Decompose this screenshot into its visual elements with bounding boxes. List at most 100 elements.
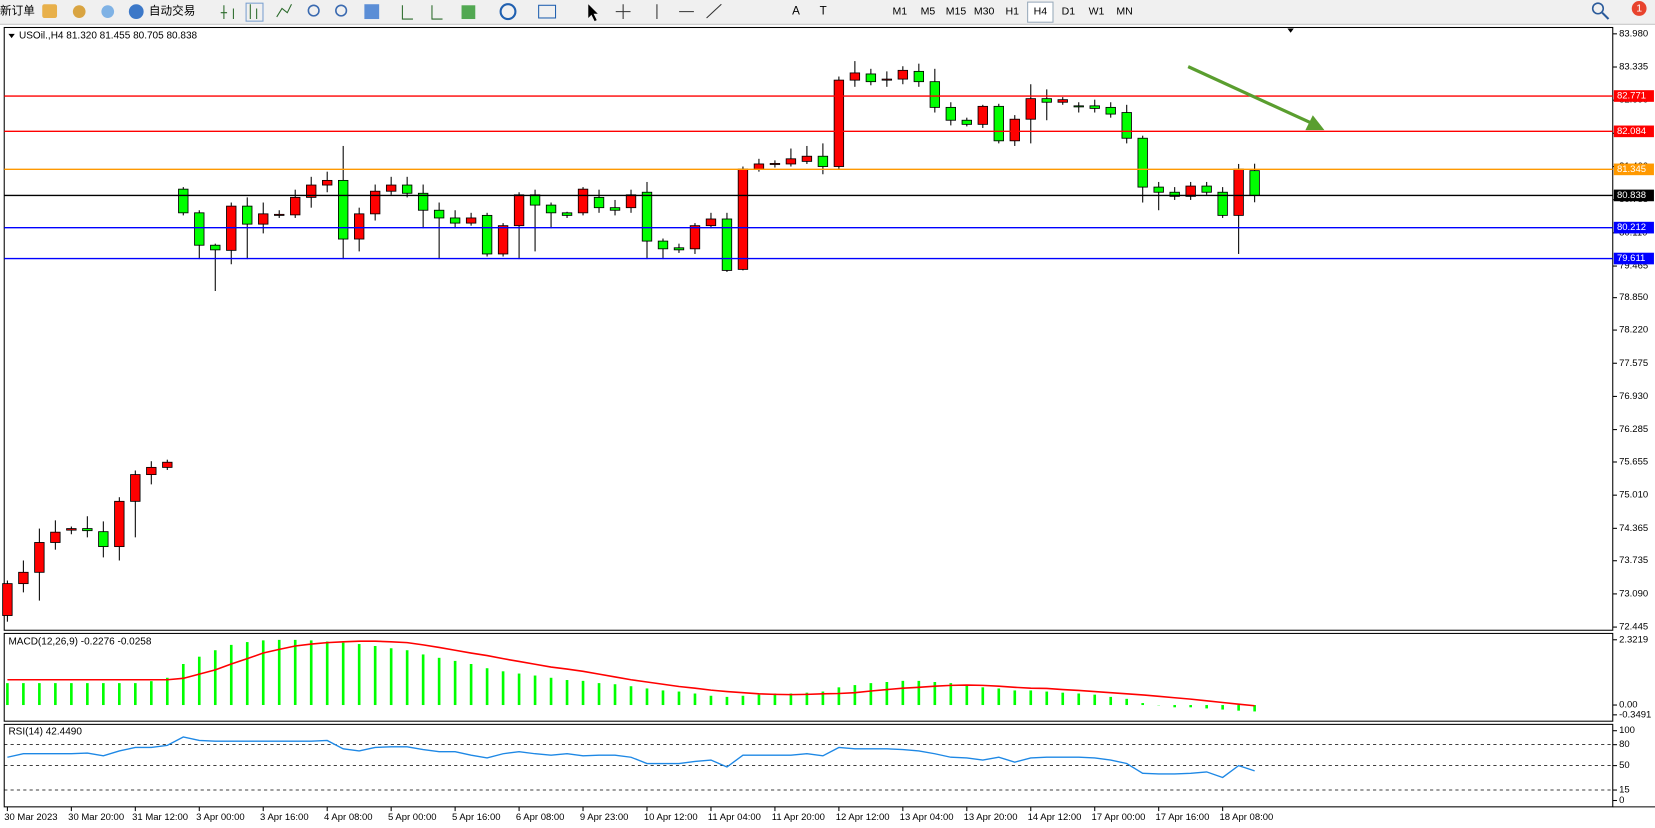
icon[interactable] xyxy=(42,4,58,18)
candle-body xyxy=(130,474,141,502)
icon[interactable] xyxy=(101,5,115,18)
main-chart-title: USOil.,H4 81.320 81.455 80.705 80.838 xyxy=(19,31,198,42)
plot-layer: 83.98083.33582.69082.04581.40080.75580.1… xyxy=(2,28,1654,823)
y-tick-label: 15 xyxy=(1619,785,1630,796)
cursor-icon[interactable] xyxy=(588,4,598,22)
drawing-tools[interactable] xyxy=(615,3,722,20)
candle-body xyxy=(1025,98,1036,120)
candle-body xyxy=(753,163,765,170)
candle-body xyxy=(1057,99,1068,103)
candle-body xyxy=(673,247,685,251)
templates-icon[interactable] xyxy=(538,4,557,19)
timeframe-button[interactable]: M1 xyxy=(893,5,908,17)
candle-body xyxy=(817,155,829,167)
timeframe-button[interactable]: MN xyxy=(1116,5,1132,17)
candle-body xyxy=(385,184,397,192)
candle-body xyxy=(1009,118,1020,142)
candle-body xyxy=(513,194,525,227)
x-tick-label: 13 Apr 04:00 xyxy=(900,812,954,823)
x-tick-label: 3 Apr 00:00 xyxy=(196,812,245,823)
candle-body xyxy=(258,213,269,225)
new-order-button[interactable]: 新订单 xyxy=(0,4,35,18)
price-level-tag xyxy=(1613,252,1654,265)
zoom-out-icon[interactable] xyxy=(335,4,348,17)
candle-body xyxy=(657,240,669,250)
x-tick-label: 17 Apr 16:00 xyxy=(1156,812,1210,823)
periods-icon[interactable] xyxy=(499,3,517,21)
candle-body xyxy=(785,158,797,165)
rsi-title: RSI(14) 42.4490 xyxy=(8,726,82,737)
candle-body xyxy=(1137,137,1148,188)
candle-body xyxy=(162,461,173,468)
zoom-in-icon[interactable] xyxy=(307,4,320,17)
candle-body xyxy=(529,194,541,206)
x-tick-label: 31 Mar 12:00 xyxy=(132,812,188,823)
candle-body xyxy=(1041,98,1052,103)
candle-body xyxy=(913,70,925,83)
y-tick-label: 78.220 xyxy=(1619,325,1648,336)
candle-body xyxy=(82,528,93,532)
timeframe-button[interactable]: D1 xyxy=(1062,5,1076,17)
candle-body xyxy=(449,217,461,224)
candle-body xyxy=(322,179,333,186)
candle-body xyxy=(961,119,972,125)
candle-body xyxy=(1073,105,1084,108)
label-tool[interactable]: T xyxy=(820,5,827,18)
candle-body xyxy=(18,571,29,585)
auto-trading-button[interactable]: 自动交易 xyxy=(149,4,195,18)
candle-body xyxy=(897,69,909,80)
candle-body xyxy=(2,583,13,616)
search-icon[interactable] xyxy=(1601,11,1610,20)
candle-body xyxy=(194,212,205,246)
x-tick-label: 12 Apr 12:00 xyxy=(836,812,890,823)
x-tick-label: 30 Mar 20:00 xyxy=(68,812,124,823)
candle-body xyxy=(338,179,349,240)
candle-body xyxy=(993,105,1004,142)
candle-body xyxy=(705,218,717,227)
candle-body xyxy=(290,196,301,216)
timeframe-button[interactable]: M5 xyxy=(921,5,936,17)
candle-body xyxy=(274,213,285,216)
candle-body xyxy=(929,81,941,108)
indicators-icon[interactable] xyxy=(461,5,476,20)
text-tool[interactable]: A xyxy=(792,5,800,18)
candle-body xyxy=(737,168,749,270)
candle-body xyxy=(577,188,589,214)
candle-body xyxy=(178,188,189,214)
timeframe-button[interactable]: W1 xyxy=(1089,5,1105,17)
y-tick-label: 76.285 xyxy=(1619,424,1648,435)
timeframe-button[interactable]: M30 xyxy=(974,5,995,17)
chart-type-icons[interactable] xyxy=(220,3,292,20)
icon-selected xyxy=(245,2,264,22)
candle-body xyxy=(481,214,493,255)
price-level-tag xyxy=(1613,189,1654,202)
y-tick-label: 83.335 xyxy=(1619,62,1648,73)
timeframe-button[interactable]: H1 xyxy=(1005,5,1019,17)
x-tick-label: 30 Mar 2023 xyxy=(4,812,57,823)
auto-trading-icon[interactable] xyxy=(128,4,144,20)
candle-body xyxy=(401,184,413,194)
timeframe-button[interactable]: H4 xyxy=(1034,5,1048,17)
candle-body xyxy=(417,192,429,211)
tile-icon[interactable] xyxy=(364,4,380,20)
scroll-icons[interactable] xyxy=(401,5,443,20)
candle-body xyxy=(1217,191,1228,216)
candle-body xyxy=(50,531,61,543)
timeframe-button[interactable]: M15 xyxy=(946,5,967,17)
candle-body xyxy=(1169,191,1180,197)
candle-body xyxy=(625,194,637,209)
icon[interactable] xyxy=(72,5,86,18)
candle-body xyxy=(210,244,221,251)
price-level-label: 80.838 xyxy=(1617,190,1646,201)
timeframe-active xyxy=(1027,1,1054,23)
notification-badge[interactable] xyxy=(1631,1,1647,16)
candle-body xyxy=(545,204,557,214)
price-level-label: 82.084 xyxy=(1617,126,1646,137)
price-level-tag xyxy=(1613,221,1654,234)
candle-body xyxy=(433,209,445,219)
rsi-line xyxy=(7,736,1255,779)
search-icon[interactable] xyxy=(1591,2,1605,15)
x-tick-label: 11 Apr 04:00 xyxy=(708,812,761,823)
y-tick-label: 50 xyxy=(1619,760,1630,771)
